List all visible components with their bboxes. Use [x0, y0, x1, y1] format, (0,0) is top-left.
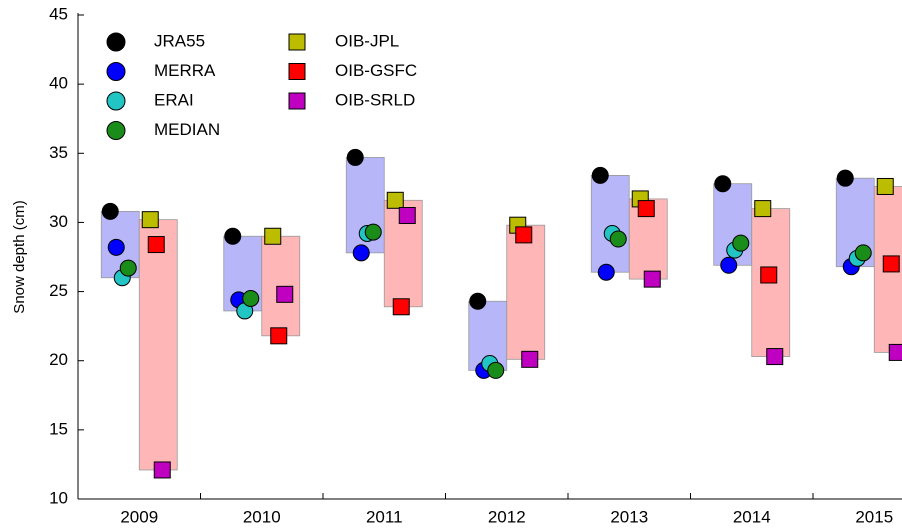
dot — [836, 169, 854, 187]
y-tick-label: 40 — [49, 74, 68, 93]
x-tick-label: 2014 — [733, 507, 771, 526]
dot — [224, 227, 242, 245]
square — [888, 343, 902, 361]
legend-marker — [106, 62, 126, 81]
x-tick-label: 2012 — [488, 507, 526, 526]
legend-marker — [106, 121, 126, 140]
dot — [854, 244, 872, 262]
x-tick-label: 2009 — [120, 507, 158, 526]
square — [882, 255, 900, 273]
y-tick-label: 10 — [49, 488, 68, 507]
square — [147, 236, 165, 254]
dot — [101, 202, 119, 220]
y-tick-label: 20 — [49, 350, 68, 369]
y-tick-label: 15 — [49, 419, 68, 438]
legend-marker — [106, 91, 126, 111]
square — [766, 348, 784, 366]
square — [876, 177, 894, 195]
square — [386, 191, 404, 209]
dot — [469, 292, 487, 310]
square — [276, 285, 294, 303]
square — [398, 207, 416, 225]
y-tick-label: 30 — [49, 212, 68, 231]
legend-label: MERRA — [154, 61, 216, 80]
legend-label: OIB-JPL — [335, 31, 399, 50]
x-tick-label: 2013 — [610, 507, 648, 526]
range-box — [590, 175, 630, 273]
y-tick-label: 45 — [49, 4, 68, 23]
square — [270, 327, 288, 345]
dot — [609, 230, 627, 248]
square — [643, 270, 661, 288]
square — [760, 266, 778, 284]
x-tick-label: 2015 — [855, 507, 893, 526]
y-axis-label: Snow depth (cm) — [11, 200, 28, 313]
dot — [591, 166, 609, 184]
legend-label: MEDIAN — [154, 120, 220, 139]
legend-marker — [288, 63, 306, 80]
dot — [364, 223, 382, 241]
square — [637, 200, 655, 218]
range-box — [506, 224, 546, 360]
x-tick-label: 2011 — [366, 507, 403, 526]
dot — [242, 289, 260, 307]
legend-label: JRA55 — [154, 31, 205, 50]
square — [754, 200, 772, 218]
legend-label: OIB-GSFC — [335, 61, 417, 80]
square — [515, 226, 533, 244]
dot — [732, 234, 750, 252]
dot — [119, 259, 137, 277]
dot — [487, 361, 505, 379]
legend-marker — [106, 32, 126, 52]
legend-marker — [288, 33, 306, 51]
y-tick-label: 35 — [49, 143, 68, 162]
range-box — [138, 219, 178, 471]
square — [521, 350, 539, 368]
x-tick-label: 2010 — [243, 507, 281, 526]
square — [264, 227, 282, 245]
dot — [714, 175, 732, 193]
square — [141, 211, 159, 229]
legend-label: ERAI — [154, 90, 194, 109]
square — [153, 461, 171, 479]
dot — [597, 263, 615, 281]
square — [392, 298, 410, 316]
y-tick-label: 25 — [49, 281, 68, 300]
dot — [352, 244, 370, 262]
dot — [720, 256, 738, 274]
legend-marker — [288, 92, 306, 110]
legend-label: OIB-SRLD — [335, 90, 415, 109]
dot — [107, 238, 125, 256]
dot — [346, 148, 364, 166]
